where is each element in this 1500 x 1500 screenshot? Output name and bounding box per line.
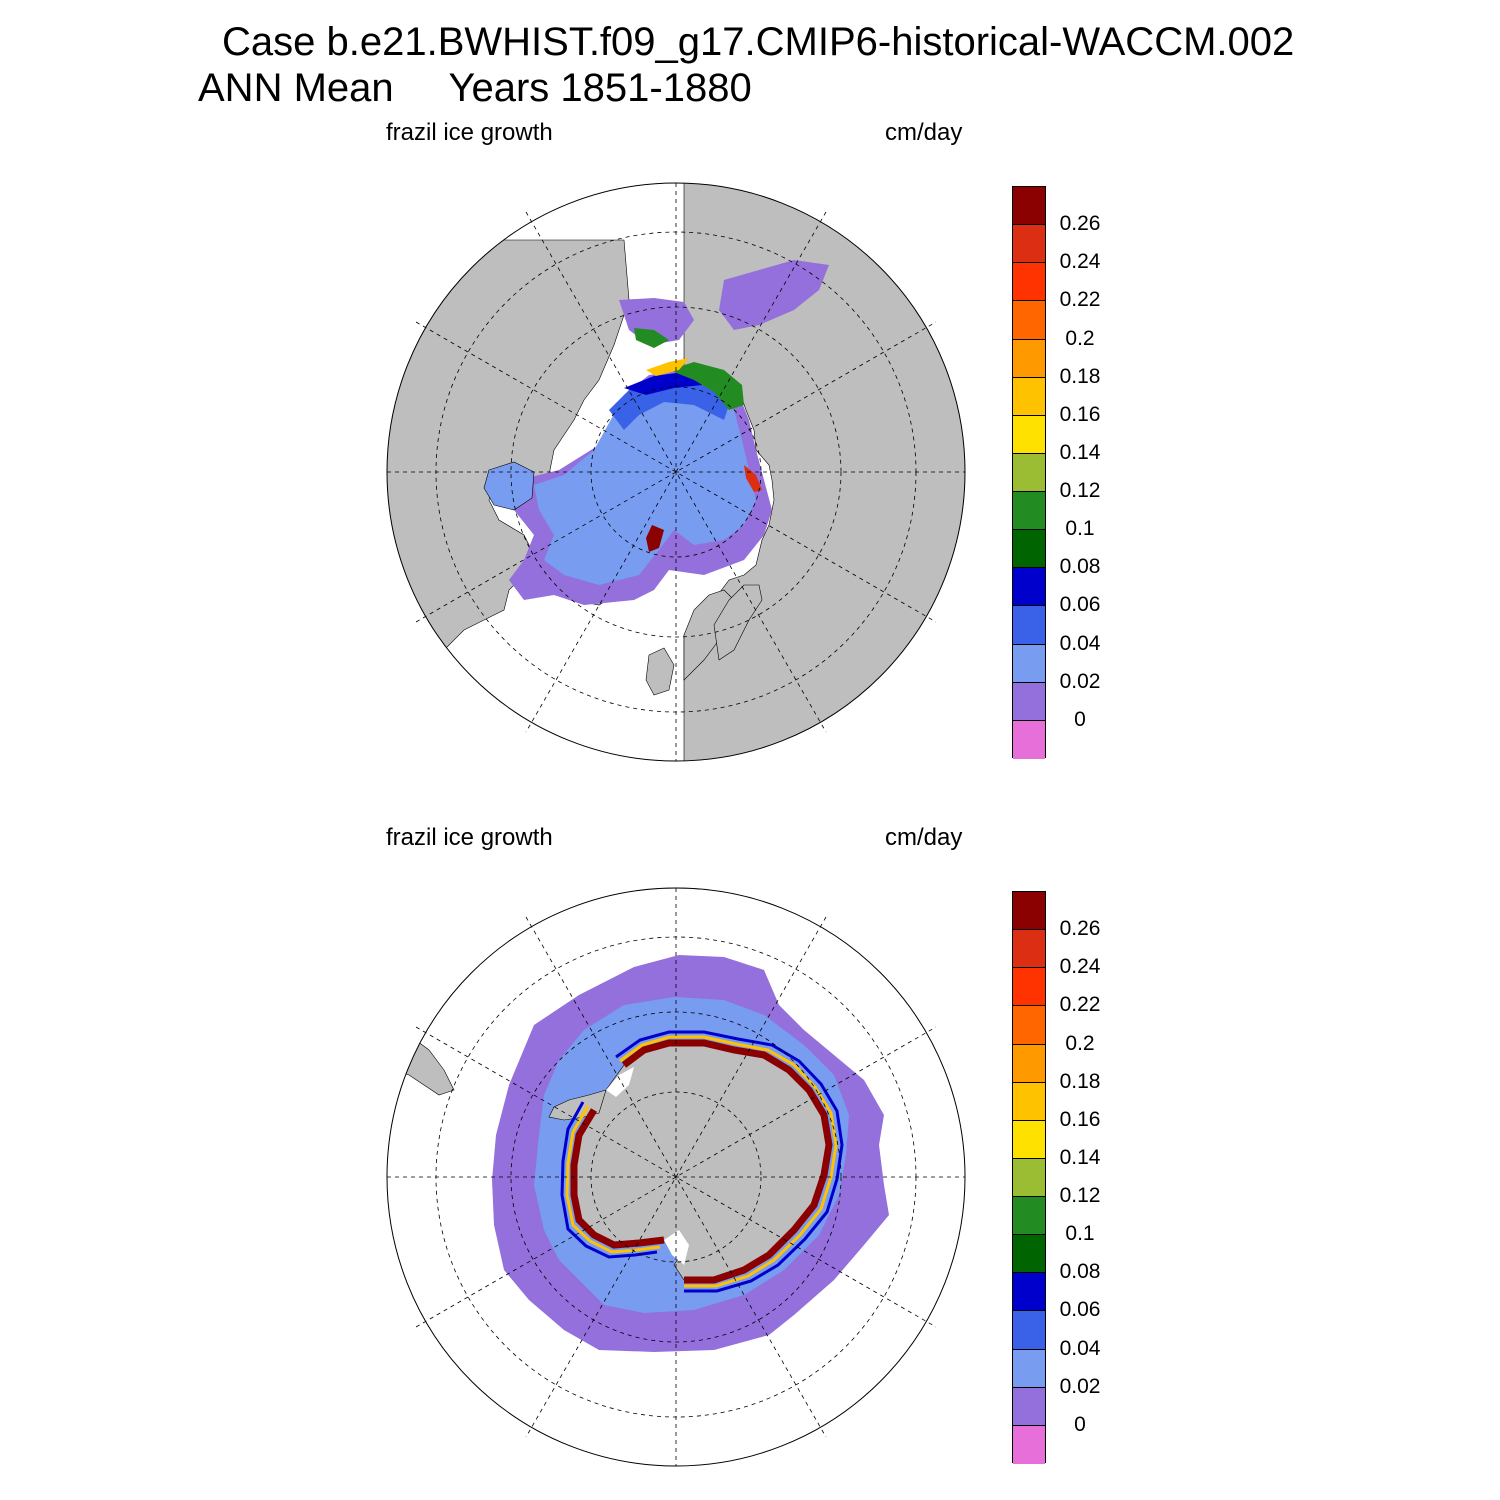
north-colorbar-box <box>1013 339 1045 378</box>
north-colorbar-tick-label: 0.22 <box>1059 288 1101 312</box>
north-map-boundary <box>386 182 966 762</box>
south-shelf-weddell <box>606 1067 634 1097</box>
south-colorbar-box <box>1013 1273 1045 1312</box>
south-polar-map <box>386 887 966 1467</box>
north-colorbar-tick-label: 0 <box>1074 707 1086 731</box>
north-colorbar-box <box>1013 377 1045 416</box>
north-colorbar-box <box>1013 415 1045 454</box>
south-colorbar-box <box>1013 1006 1045 1045</box>
south-colorbar-box <box>1013 892 1045 931</box>
north-colorbar-tick-label: 0.24 <box>1059 250 1101 274</box>
north-land-scandinavia <box>713 584 763 661</box>
north-colorbar-tick-label: 0.2 <box>1065 326 1095 350</box>
north-ice-okhotsk-edge <box>634 328 669 348</box>
south-colorbar-tick-label: 0.06 <box>1059 1298 1101 1322</box>
south-colorbar-box <box>1013 1044 1045 1083</box>
north-colorbar-box <box>1013 568 1045 607</box>
south-colorbar-box <box>1013 1349 1045 1388</box>
south-map-boundary <box>386 887 966 1467</box>
north-ice-lightblue-core <box>534 380 756 585</box>
south-colorbar-box <box>1013 968 1045 1007</box>
north-colorbar-tick-label: 0.26 <box>1059 212 1101 236</box>
north-colorbar-box <box>1013 644 1045 683</box>
north-colorbar-tick-label: 0.14 <box>1059 440 1101 464</box>
south-colorbar-tick-label: 0.22 <box>1059 993 1101 1017</box>
north-colorbar-box <box>1013 492 1045 531</box>
figure-title-line2: ANN Mean Years 1851-1880 <box>198 66 752 110</box>
figure-title-line1: Case b.e21.BWHIST.f09_g17.CMIP6-historic… <box>222 20 1295 64</box>
north-ice-green-edge <box>669 362 744 410</box>
south-colorbar-tick-label: 0.16 <box>1059 1107 1101 1131</box>
north-colorbar-tick-label: 0.12 <box>1059 479 1101 503</box>
north-polar-panel: frazil ice growth cm/day <box>0 0 1500 762</box>
south-colorbar-box <box>1013 1082 1045 1121</box>
north-colorbar-tick-label: 0.06 <box>1059 593 1101 617</box>
north-ice-bering-patch <box>719 260 829 330</box>
south-colorbar-box <box>1013 1311 1045 1350</box>
south-colorbar-tick-label: 0.02 <box>1059 1374 1101 1398</box>
south-colorbar-tick-label: 0.08 <box>1059 1260 1101 1284</box>
north-ice-red-edge-2 <box>646 525 664 552</box>
south-colorbar-box <box>1013 1158 1045 1198</box>
north-colorbar-box <box>1013 301 1045 340</box>
north-colorbar <box>1012 186 1046 759</box>
south-ice-coastal-darkblue <box>560 1030 844 1293</box>
north-colorbar-tick-label: 0.18 <box>1059 364 1101 388</box>
north-colorbar-tick-label: 0.16 <box>1059 402 1101 426</box>
north-land-british-isles <box>645 647 675 696</box>
south-polar-panel: frazil ice growth cm/day <box>0 705 1500 1467</box>
north-colorbar-tick-label: 0.1 <box>1065 517 1095 541</box>
south-shelf-ross <box>664 1230 689 1265</box>
north-colorbar-tick-label: 0.08 <box>1059 555 1101 579</box>
south-colorbar-tick-label: 0.14 <box>1059 1145 1101 1169</box>
north-polar-map <box>386 182 966 762</box>
north-colorbar-tick-label: 0.04 <box>1059 631 1101 655</box>
south-ice-coastal-yellow <box>565 1035 838 1288</box>
north-ice-yellow-edge <box>646 358 689 376</box>
north-ice-darkblue-edge <box>624 372 704 395</box>
south-units-label: cm/day <box>885 824 963 851</box>
south-colorbar-box <box>1013 1235 1045 1274</box>
north-colorbar-box <box>1013 187 1045 226</box>
north-colorbar-box <box>1013 720 1045 759</box>
south-colorbar-tick-label: 0.2 <box>1065 1031 1095 1055</box>
south-colorbar-tick-label: 0.26 <box>1059 917 1101 941</box>
south-colorbar-box <box>1013 1197 1045 1236</box>
north-colorbar-box <box>1013 682 1045 721</box>
north-colorbar-tick-label: 0.02 <box>1059 669 1101 693</box>
south-variable-label: frazil ice growth <box>386 824 553 851</box>
south-colorbar-box <box>1013 1120 1045 1159</box>
south-colorbar-tick-label: 0.12 <box>1059 1184 1101 1208</box>
south-colorbar-box <box>1013 1387 1045 1426</box>
north-graticule <box>387 183 965 761</box>
south-colorbar-tick-label: 0 <box>1074 1412 1086 1436</box>
north-colorbar-box <box>1013 225 1045 264</box>
south-colorbar-tick-label: 0.1 <box>1065 1222 1095 1246</box>
north-units-label: cm/day <box>885 119 963 146</box>
north-colorbar-box <box>1013 263 1045 302</box>
north-ice-hudson-bay <box>483 461 535 511</box>
south-colorbar-tick-label: 0.04 <box>1059 1336 1101 1360</box>
north-colorbar-box <box>1013 453 1045 493</box>
north-colorbar-box <box>1013 606 1045 645</box>
south-colorbar-tick-label: 0.18 <box>1059 1069 1101 1093</box>
south-colorbar-box <box>1013 930 1045 969</box>
south-colorbar <box>1012 891 1046 1464</box>
south-colorbar-box <box>1013 1425 1045 1464</box>
south-colorbar-tick-label: 0.24 <box>1059 955 1101 979</box>
north-colorbar-box <box>1013 530 1045 569</box>
south-graticule <box>387 888 965 1466</box>
north-variable-label: frazil ice growth <box>386 119 553 146</box>
south-ice-coastal-red <box>570 1039 833 1284</box>
